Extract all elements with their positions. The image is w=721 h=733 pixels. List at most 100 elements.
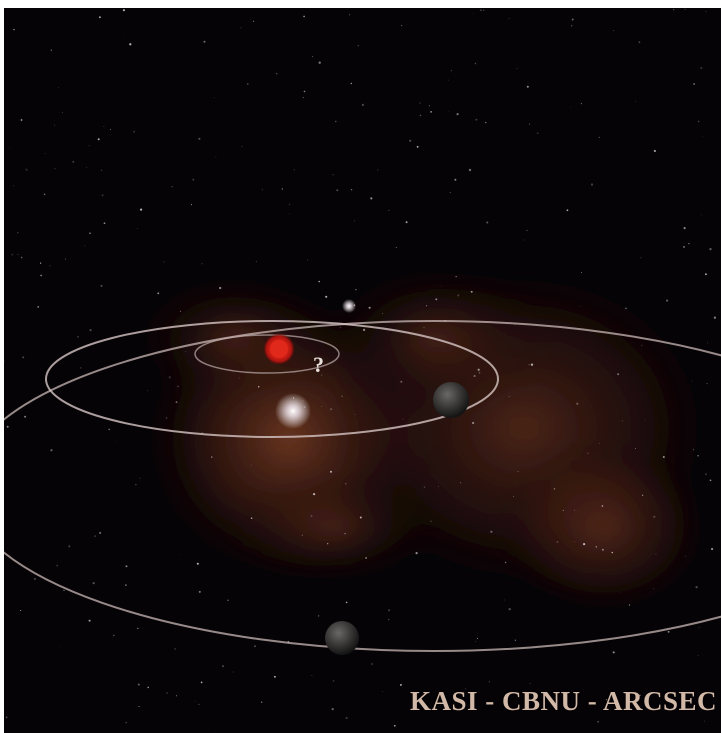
background-star bbox=[350, 82, 353, 85]
background-star bbox=[371, 662, 374, 666]
background-star bbox=[638, 41, 641, 44]
background-star bbox=[713, 316, 717, 319]
background-star bbox=[470, 290, 473, 293]
background-star bbox=[17, 254, 19, 255]
background-star bbox=[580, 102, 583, 105]
background-star bbox=[576, 402, 579, 405]
background-star bbox=[341, 395, 343, 398]
background-star bbox=[598, 136, 600, 138]
background-star bbox=[471, 421, 475, 425]
background-star bbox=[620, 592, 621, 594]
background-star bbox=[68, 545, 71, 548]
background-star bbox=[44, 153, 46, 154]
background-star bbox=[43, 193, 46, 195]
background-star bbox=[166, 692, 168, 694]
background-star bbox=[605, 698, 608, 701]
background-star bbox=[457, 294, 460, 297]
background-star bbox=[530, 363, 534, 366]
background-star bbox=[684, 555, 686, 557]
background-star bbox=[556, 540, 559, 543]
background-star bbox=[56, 564, 59, 567]
background-star bbox=[261, 189, 263, 191]
background-star bbox=[219, 286, 222, 290]
background-star bbox=[611, 551, 614, 554]
background-star bbox=[683, 227, 686, 230]
background-star bbox=[709, 479, 712, 482]
background-star bbox=[474, 62, 477, 65]
background-star bbox=[700, 67, 703, 70]
background-star bbox=[100, 284, 103, 287]
background-star bbox=[180, 554, 182, 556]
background-star bbox=[625, 307, 627, 309]
background-star bbox=[566, 209, 569, 212]
background-star bbox=[201, 431, 203, 433]
background-star bbox=[401, 24, 403, 27]
background-star bbox=[486, 221, 489, 224]
background-star bbox=[191, 204, 193, 206]
background-star bbox=[698, 627, 700, 628]
background-star bbox=[222, 665, 224, 667]
background-star bbox=[409, 139, 412, 142]
background-star bbox=[137, 627, 139, 630]
background-star bbox=[697, 120, 700, 123]
background-star bbox=[695, 585, 698, 589]
background-star bbox=[58, 646, 60, 648]
background-star bbox=[697, 655, 699, 657]
background-star bbox=[516, 67, 518, 69]
background-star bbox=[529, 683, 531, 684]
background-star bbox=[345, 482, 347, 485]
starfield bbox=[4, 8, 717, 733]
background-star bbox=[400, 380, 403, 383]
background-star bbox=[241, 146, 243, 148]
background-star bbox=[288, 213, 290, 215]
background-star bbox=[419, 102, 421, 104]
background-star bbox=[138, 705, 140, 708]
background-star bbox=[456, 112, 459, 116]
background-star bbox=[175, 695, 177, 697]
background-star bbox=[388, 619, 390, 621]
background-star bbox=[63, 589, 65, 592]
background-star bbox=[251, 464, 252, 466]
background-star bbox=[332, 174, 334, 176]
background-star bbox=[335, 120, 337, 123]
background-star bbox=[303, 15, 305, 18]
background-star bbox=[345, 716, 348, 720]
background-star bbox=[103, 126, 105, 127]
background-star bbox=[198, 137, 201, 140]
background-star bbox=[673, 9, 675, 11]
background-star bbox=[705, 11, 707, 13]
background-star bbox=[137, 228, 138, 229]
background-star bbox=[100, 169, 103, 172]
background-star bbox=[488, 681, 490, 683]
background-star bbox=[612, 30, 614, 31]
background-star bbox=[597, 720, 600, 723]
background-star bbox=[709, 247, 712, 251]
background-star bbox=[612, 651, 615, 654]
background-star bbox=[639, 694, 641, 696]
background-star bbox=[147, 686, 150, 689]
background-star bbox=[103, 222, 106, 225]
background-star bbox=[582, 542, 586, 546]
background-star bbox=[700, 214, 702, 216]
background-star bbox=[94, 535, 97, 538]
background-star bbox=[232, 671, 234, 673]
background-star bbox=[311, 675, 313, 676]
background-star bbox=[399, 683, 402, 686]
background-star bbox=[22, 356, 25, 359]
middle-orbit bbox=[45, 320, 499, 438]
background-star bbox=[599, 443, 601, 444]
background-star bbox=[465, 688, 466, 690]
background-star bbox=[20, 119, 23, 121]
background-star bbox=[115, 441, 116, 443]
background-star bbox=[706, 382, 708, 385]
background-star bbox=[641, 344, 643, 346]
background-star bbox=[653, 515, 656, 518]
background-star bbox=[474, 641, 476, 643]
artwork-scene: ? KASI - CBNU - ARCSEC bbox=[4, 8, 721, 733]
background-star bbox=[6, 425, 9, 428]
background-star bbox=[238, 377, 240, 379]
background-star bbox=[357, 45, 359, 47]
background-star bbox=[108, 428, 110, 431]
background-star bbox=[301, 534, 303, 536]
background-star bbox=[368, 306, 371, 309]
